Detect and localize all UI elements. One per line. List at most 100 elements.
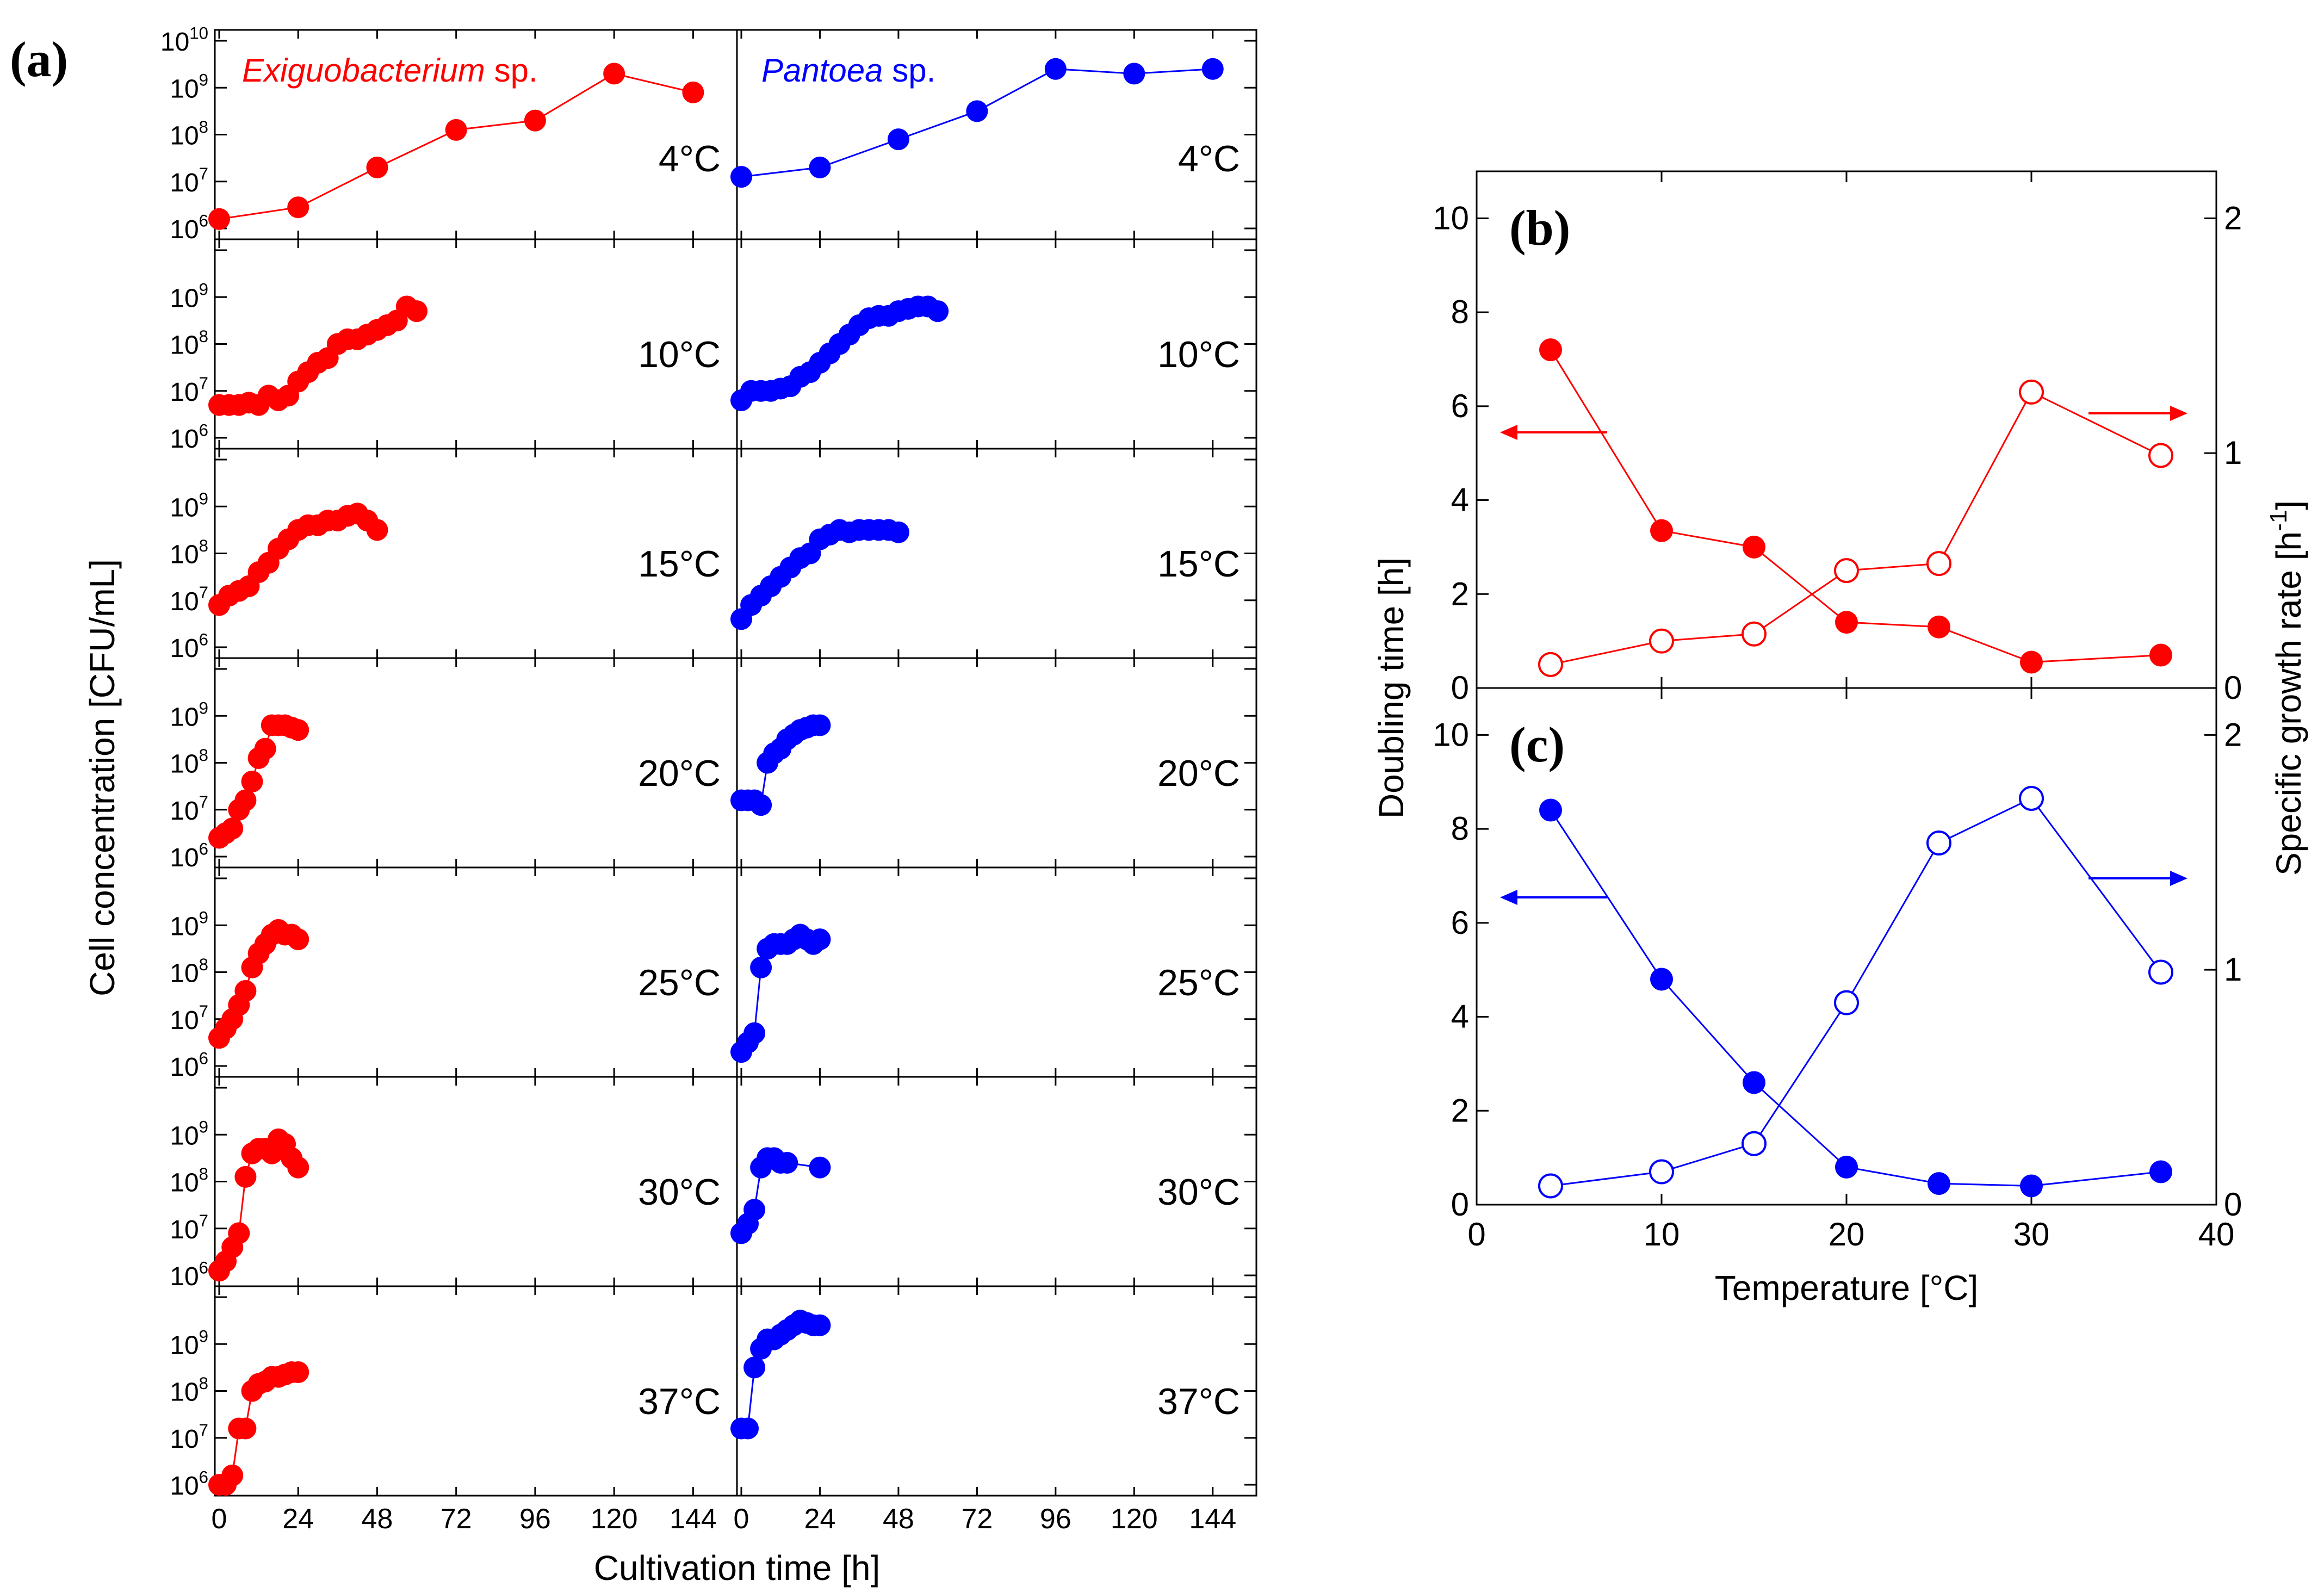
- temperature-label: 10°C: [638, 334, 721, 375]
- data-point: [1834, 990, 1859, 1015]
- temperature-label: 4°C: [1178, 138, 1240, 179]
- y-tick-label: 107: [170, 1211, 208, 1244]
- row-frame: [214, 1076, 1257, 1287]
- pantoea-point: [750, 794, 772, 816]
- x-tick-label: 0: [1467, 1216, 1485, 1253]
- data-point: [1539, 338, 1562, 362]
- y-tick-label: 108: [170, 1374, 208, 1407]
- data-point: [2019, 785, 2044, 811]
- panel-a-ylabel: Cell concentration [CFU/mL]: [83, 559, 122, 996]
- y-tick-label: 0: [1451, 1186, 1469, 1223]
- y2-tick-label: 1: [2224, 951, 2242, 988]
- temperature-label: 25°C: [1157, 962, 1240, 1003]
- panel-label: (b): [1509, 200, 1570, 256]
- pantoea-point: [776, 1152, 798, 1174]
- exiguo-point: [287, 1361, 309, 1383]
- y-tick-label: 107: [170, 1002, 208, 1035]
- exiguobacterium-title: Exiguobacterium sp.: [242, 52, 538, 89]
- growth-row: 106 107 108 109 20°C 20°C: [170, 657, 1257, 872]
- exiguo-point: [234, 789, 257, 811]
- temperature-label: 37°C: [1157, 1381, 1240, 1422]
- y-tick-label: 107: [170, 1421, 208, 1454]
- pantoea-point: [966, 100, 988, 122]
- y-tick-label: 10: [1433, 716, 1469, 753]
- pantoea-title: Pantoea sp.: [761, 52, 935, 89]
- pantoea-point: [809, 928, 831, 951]
- data-point: [1926, 830, 1951, 856]
- data-point: [2019, 379, 2044, 405]
- data-point: [1834, 558, 1859, 584]
- y-tick-label: 4: [1451, 999, 1469, 1035]
- bc-y2label: Specific growth rate [h-1]: [2265, 500, 2308, 876]
- y-tick-label: 109: [170, 1118, 208, 1151]
- panel-a-label: (a): [10, 32, 68, 87]
- growth-row: 106 107 108 109 10°C 10°C: [170, 238, 1257, 454]
- x-tick-label: 24: [282, 1503, 314, 1535]
- growth-row: 106 107 108 109 30°C 30°C: [170, 1076, 1257, 1291]
- series-line: [1550, 349, 2161, 664]
- y-tick-label: 106: [170, 211, 208, 244]
- exiguo-point: [234, 1166, 257, 1188]
- temperature-label: 20°C: [638, 753, 721, 794]
- y-tick-label: 106: [170, 630, 208, 663]
- pantoea-point: [1044, 58, 1067, 80]
- data-point: [2020, 650, 2043, 674]
- data-point: [1538, 652, 1563, 677]
- y-tick-label: 108: [170, 746, 208, 779]
- data-point: [1539, 798, 1562, 822]
- y-tick-label: 108: [170, 117, 208, 151]
- y-tick-label: 108: [170, 1164, 208, 1198]
- y-tick-label: 107: [170, 792, 208, 826]
- data-point: [1835, 1155, 1858, 1179]
- y-tick-label: 6: [1451, 904, 1469, 941]
- exiguo-point: [254, 737, 276, 760]
- panel-a-xlabel: Cultivation time [h]: [594, 1548, 880, 1588]
- y2-tick-label: 0: [2224, 1186, 2242, 1223]
- y2-tick-label: 0: [2224, 670, 2242, 706]
- data-point: [1742, 621, 1767, 647]
- bc-xlabel: Temperature [°C]: [1715, 1268, 1978, 1307]
- x-tick-label: 0: [734, 1503, 749, 1535]
- exiguo-point: [682, 81, 704, 103]
- y-tick-label: 107: [170, 374, 208, 407]
- exiguo-point: [234, 1417, 257, 1440]
- exiguo-point: [287, 1156, 309, 1179]
- pantoea-point: [730, 166, 752, 188]
- y-tick-label: 109: [170, 489, 208, 523]
- data-point: [1835, 611, 1858, 634]
- pantoea-point: [743, 1022, 766, 1044]
- y-tick-label: 107: [170, 583, 208, 616]
- exiguo-point: [228, 1222, 250, 1244]
- data-point: [1928, 615, 1950, 639]
- y2-tick-label: 2: [2224, 200, 2242, 236]
- y-tick-label: 8: [1451, 294, 1469, 330]
- data-point: [1649, 628, 1674, 654]
- y-tick-label: 108: [170, 536, 208, 569]
- y-tick-label: 109: [170, 71, 208, 104]
- panel-bc: 0 2 4 6 8 10 0 1 2 (b) 0 2 4 6 8 10 0 1 2 (c) 0 10 20 30 40 Tempe…: [1372, 170, 2308, 1307]
- data-point: [1650, 968, 1673, 991]
- y2-tick-label: 2: [2224, 716, 2242, 753]
- exiguo-point: [406, 300, 428, 323]
- temperature-label: 15°C: [638, 543, 721, 585]
- pantoea-point: [743, 1199, 766, 1221]
- x-tick-label: 96: [519, 1503, 551, 1535]
- panel-a: (a) Cell concentration [CFU/mL] Cultivatio…: [10, 23, 1257, 1588]
- x-tick-label: 72: [961, 1503, 993, 1535]
- y-tick-label: 106: [170, 1258, 208, 1291]
- x-tick-label: 144: [670, 1503, 717, 1535]
- exiguo-point: [234, 980, 257, 1002]
- y-tick-label: 2: [1451, 1092, 1469, 1129]
- y-tick-label: 6: [1451, 388, 1469, 424]
- data-point: [2149, 643, 2172, 667]
- data-point: [2148, 443, 2173, 468]
- temperature-label: 20°C: [1157, 753, 1240, 794]
- x-tick-label: 120: [1111, 1503, 1158, 1535]
- y-tick-label: 106: [170, 420, 208, 454]
- x-tick-label: 72: [441, 1503, 472, 1535]
- chart-frame: [1476, 687, 2217, 1206]
- temperature-label: 10°C: [1157, 334, 1240, 375]
- panel-label: (c): [1509, 717, 1565, 772]
- y-tick-label: 10: [1433, 200, 1469, 236]
